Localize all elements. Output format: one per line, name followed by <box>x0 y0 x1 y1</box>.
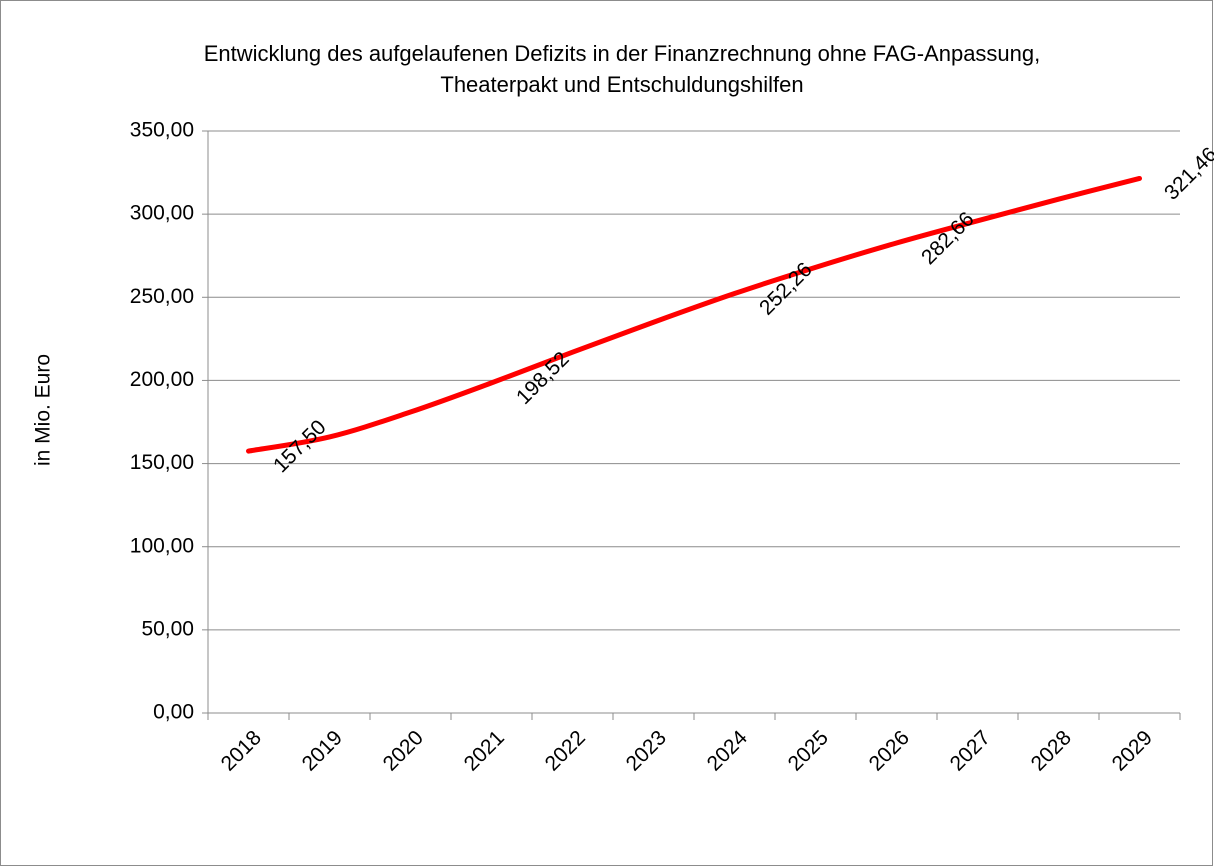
y-tick-label: 300,00 <box>130 202 194 225</box>
data-line <box>246 175 1142 454</box>
chart-title: Entwicklung des aufgelaufenen Defizits i… <box>204 41 1041 66</box>
y-tick-label: 50,00 <box>141 617 194 640</box>
y-tick-label: 0,00 <box>153 701 194 724</box>
y-tick-label: 100,00 <box>130 534 194 557</box>
y-axis-label: in Mio. Euro <box>32 354 55 466</box>
y-tick-label: 150,00 <box>130 451 194 474</box>
y-tick-label: 350,00 <box>130 119 194 142</box>
chart-subtitle: Theaterpakt und Entschuldungshilfen <box>440 72 803 97</box>
y-tick-label: 250,00 <box>130 285 194 308</box>
y-tick-label: 200,00 <box>130 368 194 391</box>
